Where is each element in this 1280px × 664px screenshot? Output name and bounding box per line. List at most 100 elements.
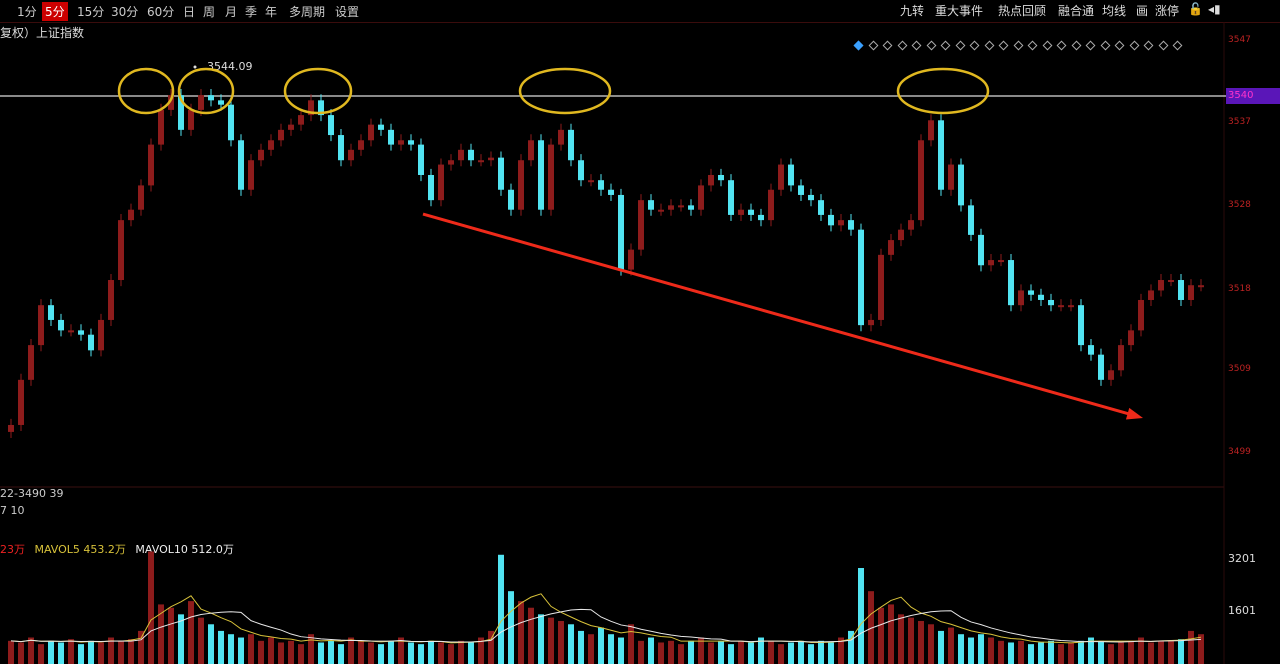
period-tab-6[interactable]: 周 (203, 5, 216, 19)
volume-bar (728, 644, 734, 664)
volume-bar (68, 639, 74, 664)
high-marker (193, 65, 197, 69)
candle-down (1078, 305, 1084, 346)
candle-up (38, 305, 44, 346)
period-tab-3[interactable]: 30分 (111, 5, 139, 19)
tool-button-4[interactable]: 均线 (1102, 4, 1127, 18)
candle-down (218, 100, 224, 105)
volume-bar (208, 624, 214, 664)
candle-down (318, 100, 324, 116)
candle-down (468, 149, 474, 161)
volume-bar (888, 604, 894, 664)
candle-down (718, 174, 724, 181)
candle-up (908, 220, 914, 230)
candle-down (328, 115, 334, 136)
period-tab-9[interactable]: 年 (265, 5, 278, 19)
volume-bar (298, 644, 304, 664)
period-tab-5[interactable]: 日 (183, 5, 196, 19)
volume-bar (548, 617, 554, 664)
volume-bar (78, 644, 84, 664)
trend-arrow-line (422, 212, 1134, 417)
volume-bar (778, 644, 784, 664)
volume-bar (908, 617, 914, 664)
info-line-2: 7 10 (0, 504, 25, 517)
tool-button-6[interactable]: 涨停 (1155, 4, 1180, 18)
mavol5-value: MAVOL5 453.2万 (34, 543, 126, 556)
volume-bar (538, 614, 544, 664)
highlight-ellipse (896, 67, 990, 115)
highlight-ellipse (283, 67, 353, 115)
volume-bar (938, 630, 944, 664)
candle-up (768, 189, 774, 221)
volume-bar (808, 644, 814, 664)
volume-bar (398, 637, 404, 664)
volume-bar (638, 640, 644, 664)
volume-bar (708, 642, 714, 664)
volume-bar (238, 637, 244, 664)
period-tab-2[interactable]: 15分 (77, 5, 105, 19)
volume-bar (338, 644, 344, 664)
volume-bar (598, 627, 604, 664)
volume-bar (88, 640, 94, 664)
candle-up (448, 160, 454, 165)
tool-button-0[interactable]: 九转 (900, 4, 925, 18)
volume-bar (828, 642, 834, 664)
volume-bar (688, 640, 694, 664)
period-tab-1[interactable]: 5分 (42, 2, 68, 21)
tool-button-1[interactable]: 重大事件 (935, 4, 984, 18)
volume-bar (368, 642, 374, 664)
candle-down (498, 157, 504, 190)
tool-button-2[interactable]: 热点回顾 (998, 4, 1047, 18)
tool-button-3[interactable]: 融合通 (1058, 4, 1095, 18)
period-tab-8[interactable]: 季 (245, 5, 258, 19)
volume-bar (438, 642, 444, 664)
period-tab-7[interactable]: 月 (225, 5, 238, 19)
candle-up (18, 379, 24, 425)
volume-bar (1098, 640, 1104, 664)
trend-arrow-head (1125, 407, 1143, 420)
volume-bar (38, 644, 44, 664)
tool-button-5[interactable]: 画 (1136, 4, 1149, 18)
volume-value: 23万 (0, 543, 25, 556)
candle-down (538, 140, 544, 210)
period-tab-10[interactable]: 多周期 (289, 5, 326, 19)
candle-up (878, 254, 884, 320)
candle-up (1128, 330, 1134, 346)
volume-bar (388, 640, 394, 664)
candle-up (668, 205, 674, 210)
volume-bar (48, 640, 54, 664)
candle-down (788, 164, 794, 186)
volume-bar (288, 640, 294, 664)
info-line-1: 22-3490 39 (0, 487, 64, 500)
candle-up (548, 144, 554, 210)
volume-bar (668, 640, 674, 664)
candle-down (978, 234, 984, 266)
candle-down (938, 120, 944, 190)
volume-bar (428, 640, 434, 664)
candle-up (488, 157, 494, 161)
candle-up (118, 220, 124, 281)
volume-bar (378, 644, 384, 664)
volume-bar (408, 642, 414, 664)
period-tab-4[interactable]: 60分 (147, 5, 175, 19)
candle-up (628, 249, 634, 270)
candle-down (848, 220, 854, 230)
volume-bar (248, 634, 254, 664)
price-tick: 3528 (1228, 200, 1251, 210)
candle-up (1168, 280, 1174, 283)
highlight-ellipse (177, 67, 235, 115)
volume-bar (18, 642, 24, 664)
candle-up (1118, 345, 1124, 371)
candle-up (1198, 285, 1204, 288)
candle-up (698, 185, 704, 210)
period-tab-11[interactable]: 设置 (335, 5, 360, 19)
lock-icon[interactable]: 🔓 (1188, 2, 1203, 16)
candle-up (838, 220, 844, 226)
volume-bar (468, 642, 474, 664)
period-tab-0[interactable]: 1分 (17, 5, 37, 19)
pin-icon[interactable]: ◂▮ (1208, 2, 1221, 16)
volume-bar (1108, 644, 1114, 664)
candle-down (1098, 354, 1104, 380)
volume-bar (978, 634, 984, 664)
